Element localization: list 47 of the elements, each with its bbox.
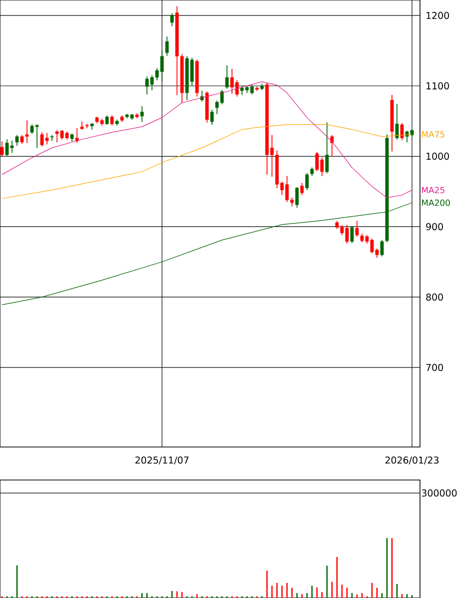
candlestick — [255, 86, 259, 91]
y-tick-label: 1000 — [426, 152, 449, 160]
series-label: MA75 — [422, 131, 444, 138]
candlestick — [355, 220, 359, 237]
series-label: MA25 — [422, 186, 444, 194]
candlestick — [295, 187, 299, 208]
candlestick — [50, 135, 54, 141]
candlestick — [390, 94, 394, 152]
candlestick — [0, 141, 4, 156]
line-series — [2, 81, 412, 198]
candlestick — [400, 123, 404, 140]
x-tick-label: 2025/11/07 — [135, 456, 188, 464]
y-tick-label: 800 — [426, 293, 443, 301]
candlestick — [120, 115, 124, 122]
candlestick — [80, 122, 84, 130]
candlestick — [325, 122, 329, 174]
y-tick-label: 1100 — [426, 82, 449, 90]
candlestick — [110, 115, 114, 126]
candlestick — [210, 110, 214, 125]
candlestick — [380, 240, 384, 256]
candlestick — [70, 134, 74, 142]
candlestick — [170, 13, 174, 26]
candlestick — [330, 135, 334, 156]
x-tick-label: 2026/01/23 — [385, 456, 438, 464]
line-series — [2, 124, 412, 199]
y-tick-label: 900 — [426, 223, 443, 230]
candlestick — [140, 106, 144, 122]
candlestick — [105, 115, 109, 125]
candlestick — [205, 91, 209, 123]
candlestick — [85, 124, 89, 128]
candlestick — [115, 120, 119, 126]
candlestick — [350, 226, 354, 243]
text: 300000 — [422, 489, 457, 497]
candlestick — [310, 167, 314, 176]
y-tick-label: 1200 — [426, 12, 449, 20]
series-label: MA200 — [422, 200, 450, 206]
candlestick — [225, 65, 229, 89]
candlestick — [260, 84, 264, 90]
candlestick — [395, 104, 399, 140]
y-tick-label: 700 — [426, 364, 443, 372]
candlestick — [15, 135, 19, 146]
candlestick — [300, 182, 304, 196]
candlestick — [305, 173, 309, 190]
candlestick — [135, 113, 139, 118]
candlestick — [195, 60, 199, 97]
candlestick — [90, 123, 94, 130]
candlestick — [165, 36, 169, 56]
